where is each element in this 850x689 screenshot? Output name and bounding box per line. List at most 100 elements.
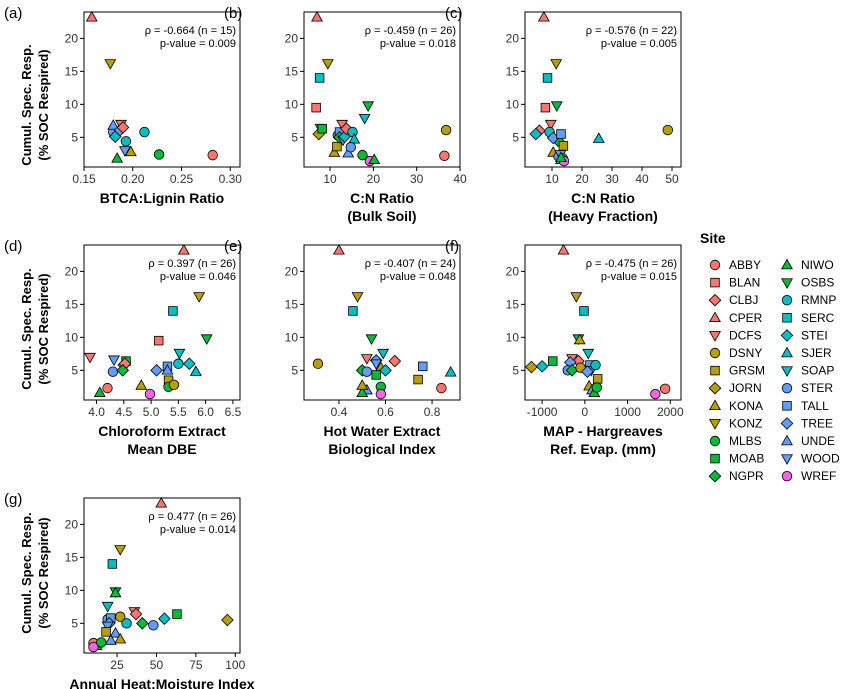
point-kona <box>573 333 586 345</box>
point-serc <box>542 73 553 83</box>
point-rmnp <box>120 136 132 147</box>
point-wref <box>88 641 99 653</box>
x-axis-label: BTCA:Lignin Ratio <box>100 190 224 206</box>
x-tick-label: 40 <box>635 172 649 186</box>
point-cper <box>85 10 98 22</box>
legend-label: KONA <box>729 399 763 413</box>
point-niwo <box>109 586 122 598</box>
correlation-stat: ρ = 0.397 (n = 26) <box>148 258 236 270</box>
point-soap <box>173 348 186 360</box>
x-axis-label: Annual Heat:Moisture Index <box>69 676 254 689</box>
point-konz <box>570 292 583 303</box>
point-niwo <box>368 153 381 164</box>
x-tick-label: 4.5 <box>115 405 132 419</box>
point-konz <box>321 59 334 70</box>
legend-key-abby <box>709 259 721 271</box>
point-dcfs <box>84 352 96 364</box>
x-tick-label: 20 <box>367 172 381 186</box>
y-tick-label: 20 <box>65 517 79 531</box>
x-axis-label: Mean DBE <box>127 441 196 457</box>
panel-g: (g) 5 10 15 20 25 50 75 100 Annual Heat:Moisture … <box>4 491 255 689</box>
legend-key-tall <box>782 401 792 411</box>
panel-letter: (b) <box>224 5 242 22</box>
panel-f: (f) 5 10 15 20 -1000 0 1000 2000 MAP - Hargreaves… <box>445 238 684 457</box>
legend-label: NGPR <box>729 469 764 483</box>
y-tick-label: 10 <box>65 583 79 597</box>
point-grsm <box>592 374 603 384</box>
point-ngpr <box>116 363 130 377</box>
point-mlbs <box>357 149 368 161</box>
point-blan <box>154 335 164 346</box>
legend-item: STER <box>781 381 833 395</box>
legend-key-blan <box>710 277 720 288</box>
legend-key-ster <box>781 383 793 394</box>
point-mlbs <box>153 149 165 160</box>
x-axis-label: MAP - Hargreaves <box>543 423 663 439</box>
legend-item: OSBS <box>781 276 834 290</box>
point-stei <box>158 612 171 626</box>
plot-frame <box>524 244 682 401</box>
x-tick-label: 25 <box>110 658 124 672</box>
correlation-stat: ρ = 0.477 (n = 26) <box>148 511 236 523</box>
point-mlbs <box>96 637 107 648</box>
correlation-stat: ρ = -0.475 (n = 26) <box>586 258 677 270</box>
x-axis-label: (Heavy Fraction) <box>548 208 658 224</box>
x-tick-label: 30 <box>605 172 619 186</box>
y-tick-label: 15 <box>506 64 520 78</box>
point-dcfs <box>544 119 557 131</box>
legend-item: NGPR <box>708 469 764 483</box>
x-tick-label: 5.5 <box>170 405 187 419</box>
point-niwo <box>93 386 106 397</box>
p-value: p-value = 0.005 <box>601 38 677 50</box>
point-osbs <box>200 334 213 345</box>
x-tick-label: 75 <box>189 658 203 672</box>
point-dsny <box>168 379 180 391</box>
p-value: p-value = 0.014 <box>160 524 236 536</box>
y-tick-label: 15 <box>506 297 520 311</box>
point-serc <box>107 559 118 569</box>
point-clbj <box>116 121 130 134</box>
point-konz <box>114 545 127 556</box>
legend-item: KONA <box>709 399 763 413</box>
shared-ylabel-row3: Cumul. Spec. Resp. (% SOC Respired) <box>19 512 51 633</box>
x-axis-label: Chloroform Extract <box>98 423 226 439</box>
legend-label: UNDE <box>801 434 835 448</box>
point-ster <box>345 142 357 153</box>
legend-label: CPER <box>729 311 763 325</box>
point-rmnp <box>139 126 150 138</box>
point-mlbs <box>591 382 603 393</box>
point-kona <box>135 379 148 390</box>
point-stei <box>535 360 549 373</box>
shared-ylabel-row1: Cumul. Spec. Resp. (% SOC Respired) <box>19 44 51 165</box>
ylabel-line1: Cumul. Spec. Resp. <box>19 44 34 165</box>
y-tick-label: 10 <box>65 97 79 111</box>
p-value: p-value = 0.018 <box>380 38 456 50</box>
x-axis-label: (Bulk Soil) <box>347 208 416 224</box>
x-axis-label: C:N Ratio <box>571 190 635 206</box>
point-clbj <box>388 354 402 368</box>
x-tick-label: 0.20 <box>121 172 145 186</box>
point-ster <box>361 366 373 377</box>
point-blan <box>540 102 551 113</box>
point-dsny <box>440 124 452 136</box>
ylabel-line1: Cumul. Spec. Resp. <box>19 268 34 389</box>
x-tick-label: 10 <box>545 172 559 186</box>
y-tick-label: 10 <box>506 97 520 111</box>
y-tick-label: 10 <box>65 330 79 344</box>
legend-item: JORN <box>708 381 762 395</box>
point-jorn <box>221 613 234 627</box>
point-konz <box>550 59 563 70</box>
point-soap <box>101 601 114 613</box>
legend-item: TALL <box>782 399 829 413</box>
point-abby <box>439 150 450 161</box>
legend-key-cper <box>709 311 721 323</box>
plot-frame <box>303 11 461 168</box>
y-tick-label: 20 <box>285 264 299 278</box>
point-stei <box>529 127 543 141</box>
point-niwo <box>356 386 369 397</box>
point-moab <box>548 356 558 366</box>
legend-key-dcfs <box>709 331 721 342</box>
panel-e: (e) 5 10 15 20 0.4 0.6 0.8 Hot Water Extract Biol… <box>224 238 461 457</box>
legend-label: RMNP <box>801 293 836 307</box>
